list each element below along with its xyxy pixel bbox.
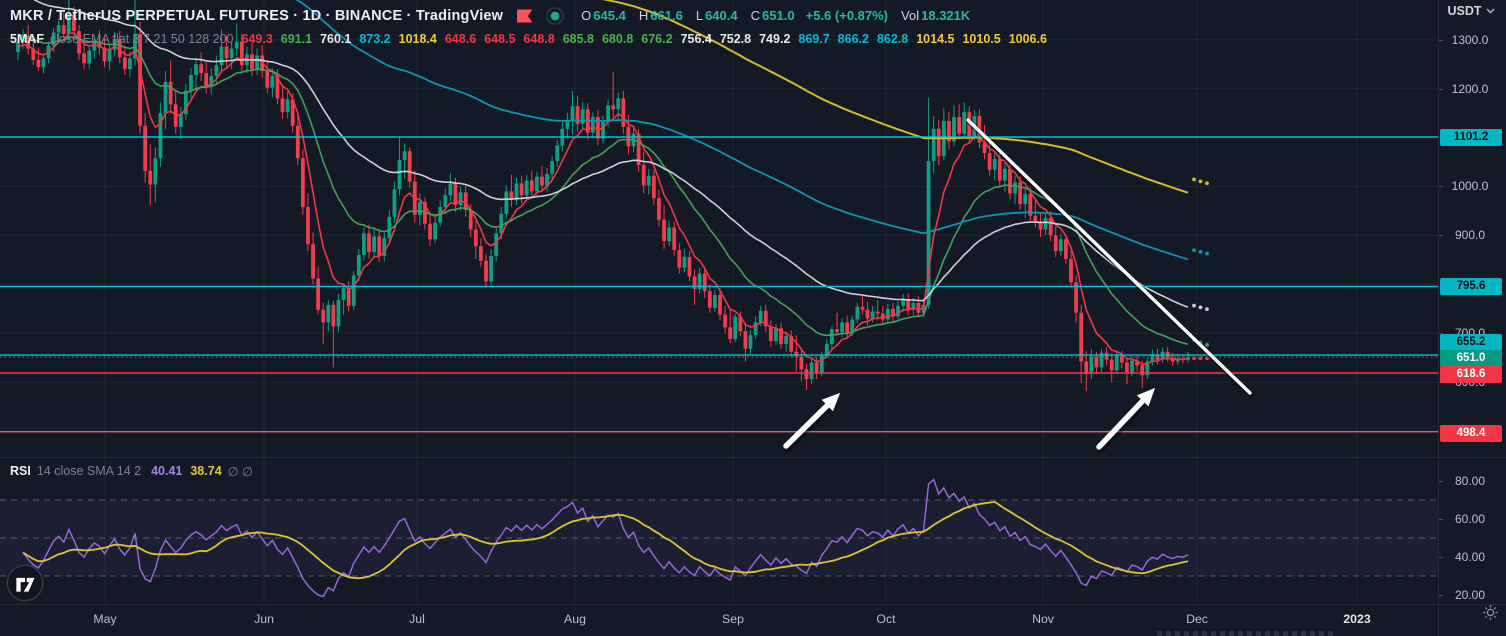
axis-tick-mark: [1439, 88, 1443, 90]
price-tick-label: 1300.0: [1451, 32, 1489, 47]
clipped-watermark-text: [1157, 631, 1335, 636]
ema-21-line: [17, 34, 1189, 346]
price-line-badge: 498.4: [1440, 424, 1502, 442]
axis-currency-selector[interactable]: USDT: [1439, 4, 1503, 18]
axis-settings-sun-icon[interactable]: [1482, 604, 1499, 621]
price-axis[interactable]: USDT 1300.01200.01000.0900.0700.0600.080…: [1439, 0, 1506, 604]
ma-projection-dots: [1192, 177, 1209, 361]
axis-tick-mark: [1439, 39, 1443, 41]
time-axis[interactable]: May Jun Jul Aug Sep Oct Nov Dec 2023: [0, 605, 1506, 636]
time-axis-label: May: [93, 612, 117, 626]
arrow-drawing-2[interactable]: [1096, 387, 1156, 453]
price-tick-label: 900.0: [1454, 228, 1486, 243]
ema-7-line: [17, 32, 1189, 366]
time-axis-divider: [0, 604, 1506, 605]
price-axis-border: [1438, 0, 1439, 636]
price-tick-label: 1200.0: [1451, 81, 1489, 96]
rsi-tick-label: 40.00: [1454, 550, 1486, 564]
price-line-badge: 655.2: [1440, 333, 1502, 351]
time-axis-label: Nov: [1032, 612, 1054, 626]
axis-tick-mark: [1439, 186, 1443, 188]
time-axis-label: 2023: [1343, 612, 1371, 626]
rsi-sma-line: [22, 500, 1189, 580]
chart-canvas[interactable]: [0, 0, 1438, 604]
price-line-badge: 651.0: [1440, 349, 1502, 367]
rsi-band-fill: [0, 500, 1438, 576]
main-price-pane: [0, 0, 1438, 453]
axis-tick-mark: [1439, 235, 1443, 237]
ema-128-line: [294, 0, 1189, 261]
rsi-tick-label: 80.00: [1454, 474, 1486, 488]
time-axis-label: Jul: [409, 612, 425, 626]
rsi-pane: [0, 478, 1438, 598]
rsi-tick-label: 20.00: [1454, 588, 1486, 602]
rsi-line: [22, 478, 1189, 598]
grid-lines: [104, 0, 1358, 604]
price-line-badge: 795.6: [1440, 277, 1502, 295]
axis-tick-mark: [1439, 557, 1443, 558]
price-tick-label: 1000.0: [1451, 179, 1489, 194]
axis-tick-mark: [1439, 382, 1443, 384]
price-line-badge: 618.6: [1440, 365, 1502, 383]
axis-tick-mark: [1439, 481, 1443, 482]
time-axis-label: Jun: [254, 612, 274, 626]
pane-divider[interactable]: [0, 457, 1506, 458]
chevron-down-icon: [1486, 8, 1495, 14]
rsi-tick-label: 60.00: [1454, 512, 1486, 526]
ema-50-line: [33, 0, 1189, 309]
time-axis-label: Dec: [1186, 612, 1208, 626]
time-axis-label: Aug: [564, 612, 586, 626]
price-line-badge: 1101.2: [1440, 128, 1502, 146]
time-axis-label: Oct: [876, 612, 896, 626]
axis-tick-mark: [1439, 595, 1443, 596]
ema-200-line: [602, 0, 1189, 194]
axis-tick-mark: [1439, 519, 1443, 520]
arrow-drawing-1[interactable]: [783, 392, 841, 452]
tradingview-logo[interactable]: [6, 564, 44, 602]
time-axis-label: Sep: [722, 612, 744, 626]
trendline-drawing[interactable]: [966, 118, 1252, 395]
